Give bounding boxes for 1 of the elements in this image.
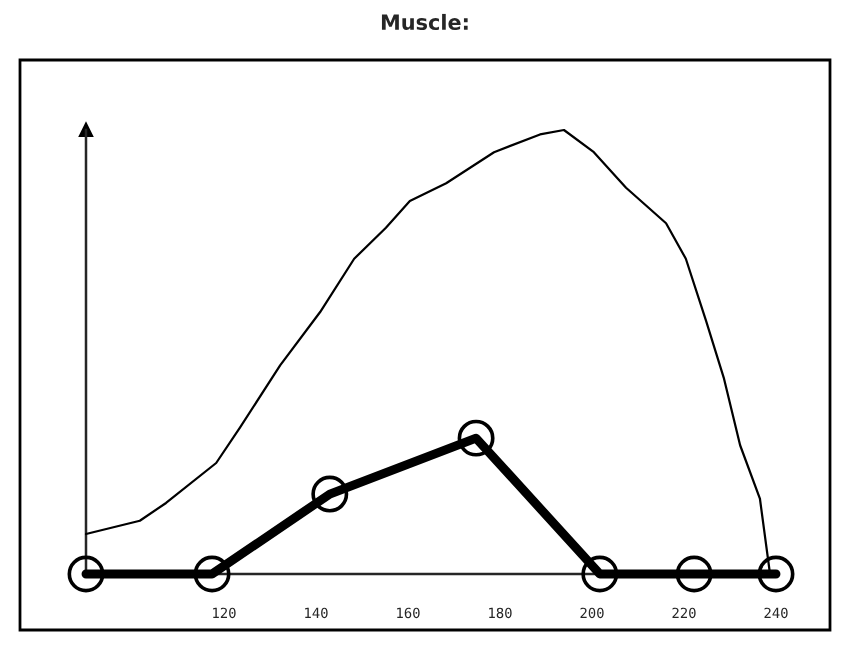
chart-title: Muscle:	[381, 13, 468, 31]
